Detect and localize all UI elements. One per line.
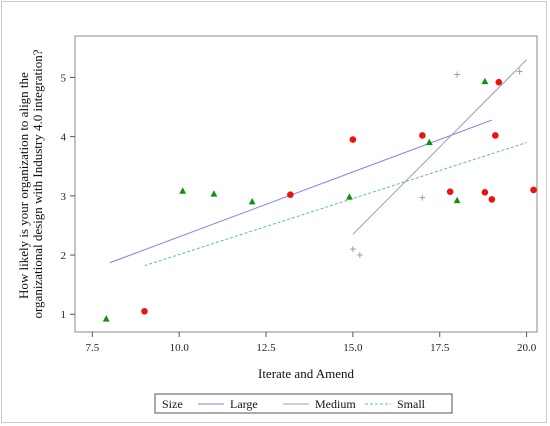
point-small	[346, 193, 353, 200]
legend-label-large: Large	[230, 397, 258, 411]
legend-label-small: Small	[397, 397, 426, 411]
point-medium	[419, 194, 426, 201]
y-tick-label: 2	[61, 250, 67, 262]
legend: Size Large Medium Small	[154, 393, 453, 414]
point-small	[102, 315, 110, 322]
y-tick-label: 4	[61, 132, 67, 144]
point-large	[349, 136, 357, 143]
point-small	[179, 187, 187, 194]
plot-area	[74, 35, 538, 333]
point-medium	[356, 252, 363, 259]
y-tick-label: 5	[61, 72, 67, 84]
data-points	[102, 68, 537, 322]
y-tick-label: 3	[61, 191, 67, 203]
point-large	[141, 307, 148, 315]
point-small	[248, 197, 256, 205]
legend-label-medium: Medium	[315, 397, 356, 411]
trend-line-small	[144, 142, 527, 267]
x-tick-label: 17.5	[430, 342, 450, 354]
point-large	[530, 186, 537, 194]
point-small	[453, 196, 461, 204]
trend-line-medium	[352, 59, 527, 235]
point-large	[488, 196, 496, 203]
x-tick-label: 7.5	[85, 342, 99, 354]
y-tick-label: 1	[61, 309, 67, 321]
point-small	[425, 138, 433, 146]
point-small	[481, 77, 489, 85]
x-tick-label: 12.5	[256, 342, 276, 354]
legend-entries: Large Medium Small	[198, 397, 426, 411]
y-axis-ticks: 1 2 3 4 5	[61, 72, 75, 321]
x-tick-label: 20.0	[517, 342, 537, 354]
point-large	[481, 188, 489, 196]
x-tick-label: 15.0	[343, 342, 363, 354]
x-axis-label: Iterate and Amend	[258, 366, 355, 381]
point-medium	[516, 68, 523, 75]
legend-title: Size	[162, 397, 183, 411]
x-axis-ticks: 7.5 10.0 12.5 15.0 17.5 20.0	[85, 332, 537, 354]
point-medium	[349, 246, 356, 253]
point-large	[419, 132, 426, 139]
y-axis-label-line-1: How likely is your organization to align…	[16, 72, 31, 299]
point-large	[446, 188, 454, 195]
y-axis-label-line-2: organizational design with Industry 4.0 …	[30, 49, 45, 318]
point-large	[287, 191, 294, 198]
point-small	[210, 190, 218, 197]
point-large	[495, 78, 503, 86]
point-medium	[454, 71, 461, 78]
x-tick-label: 10.0	[170, 342, 190, 354]
y-axis-label: How likely is your organization to align…	[16, 49, 45, 318]
point-large	[492, 132, 499, 139]
